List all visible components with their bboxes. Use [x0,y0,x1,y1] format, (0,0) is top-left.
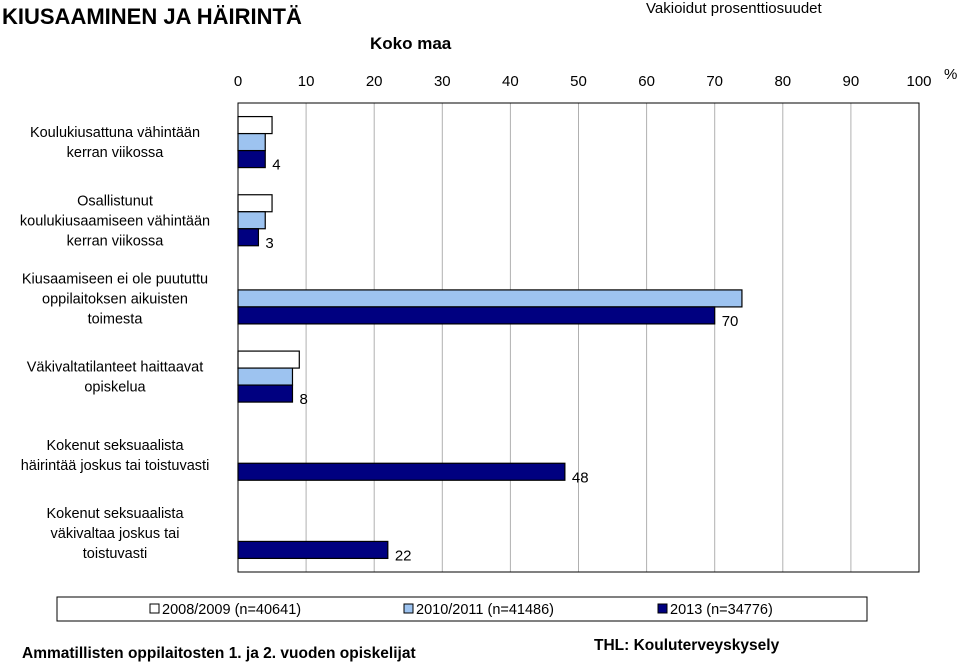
x-tick-label: 30 [434,73,451,90]
page-subtitle: Vakioidut prosenttiosuudet [646,0,823,17]
x-tick-label: 10 [298,73,315,90]
category-label: kerran viikossa [67,145,165,161]
legend-label: 2010/2011 (n=41486) [416,602,554,618]
data-labels: 4 3 70 8 48 22 [265,157,738,565]
legend-swatch [149,603,160,614]
category-label: Kokenut seksuaalista [46,506,184,522]
x-axis-ticks: 0 10 20 30 40 50 60 70 80 90 100 [234,73,932,90]
category-label: toimesta [88,311,144,327]
bar-series-1 [237,194,273,213]
category-label: opiskelua [84,380,146,396]
x-tick-label: 90 [843,73,860,90]
legend: 2008/2009 (n=40641) 2010/2011 (n=41486) 20… [149,602,773,618]
legend-box [56,596,868,622]
x-tick-label: 80 [774,73,791,90]
footer-right: THL: Kouluterveyskysely [594,637,780,654]
category-labels: Koulukiusattuna vähintään kerran viikossa… [20,125,210,562]
category-label: Koulukiusattuna vähintään [30,125,200,141]
bar-series-3 [237,306,716,325]
data-label: 22 [395,547,412,564]
category-label: väkivaltaa joskus tai [51,526,180,542]
footer-left: Ammatillisten oppilaitosten 1. ja 2. vuo… [22,645,416,662]
data-label: 70 [722,313,739,330]
bar-series-3 [237,384,294,403]
bar-series-3 [237,149,266,169]
category-label: oppilaitoksen aikuisten [42,291,188,307]
x-tick-label: 50 [570,73,587,90]
data-label: 3 [265,235,273,252]
chart-title: Koko maa [370,34,452,53]
bar-series-2 [237,289,743,308]
legend-swatch [657,603,668,614]
x-tick-label: 60 [638,73,655,90]
category-label: Osallistunut [77,193,153,209]
category-label: Kokenut seksuaalista [46,438,184,454]
plot-frame [237,102,920,573]
x-tick-label: 70 [706,73,723,90]
bar-series-3 [237,228,260,247]
legend-swatch [403,603,414,614]
data-label: 4 [272,157,280,174]
legend-label: 2008/2009 (n=40641) [162,602,301,618]
category-label: Väkivaltatilanteet haittaavat [27,360,204,376]
x-tick-label: 100 [906,73,931,90]
category-label: koulukiusaamiseen vähintään [20,213,210,229]
unit-label: % [944,66,957,83]
bar-series-2 [237,211,266,230]
category-label: Kiusaamiseen ei ole puututtu [22,271,208,287]
bar-series-3 [237,540,389,560]
bar-series-2 [237,132,266,152]
x-tick-label: 20 [366,73,383,90]
bar-series-2 [237,367,294,386]
bar-series-1 [237,115,273,135]
gridlines [305,103,852,572]
bar-series-1 [237,350,300,369]
x-tick-label: 40 [502,73,519,90]
category-label: häirintää joskus tai toistuvasti [21,458,210,474]
bars [237,115,743,560]
bar-series-3 [237,462,566,481]
data-label: 8 [299,391,307,408]
data-label: 48 [572,469,589,486]
category-label: kerran viikossa [67,233,165,249]
category-label: toistuvasti [83,546,147,562]
x-tick-label: 0 [234,73,242,90]
page-title: KIUSAAMINEN JA HÄIRINTÄ [2,4,302,29]
legend-label: 2013 (n=34776) [670,602,773,618]
